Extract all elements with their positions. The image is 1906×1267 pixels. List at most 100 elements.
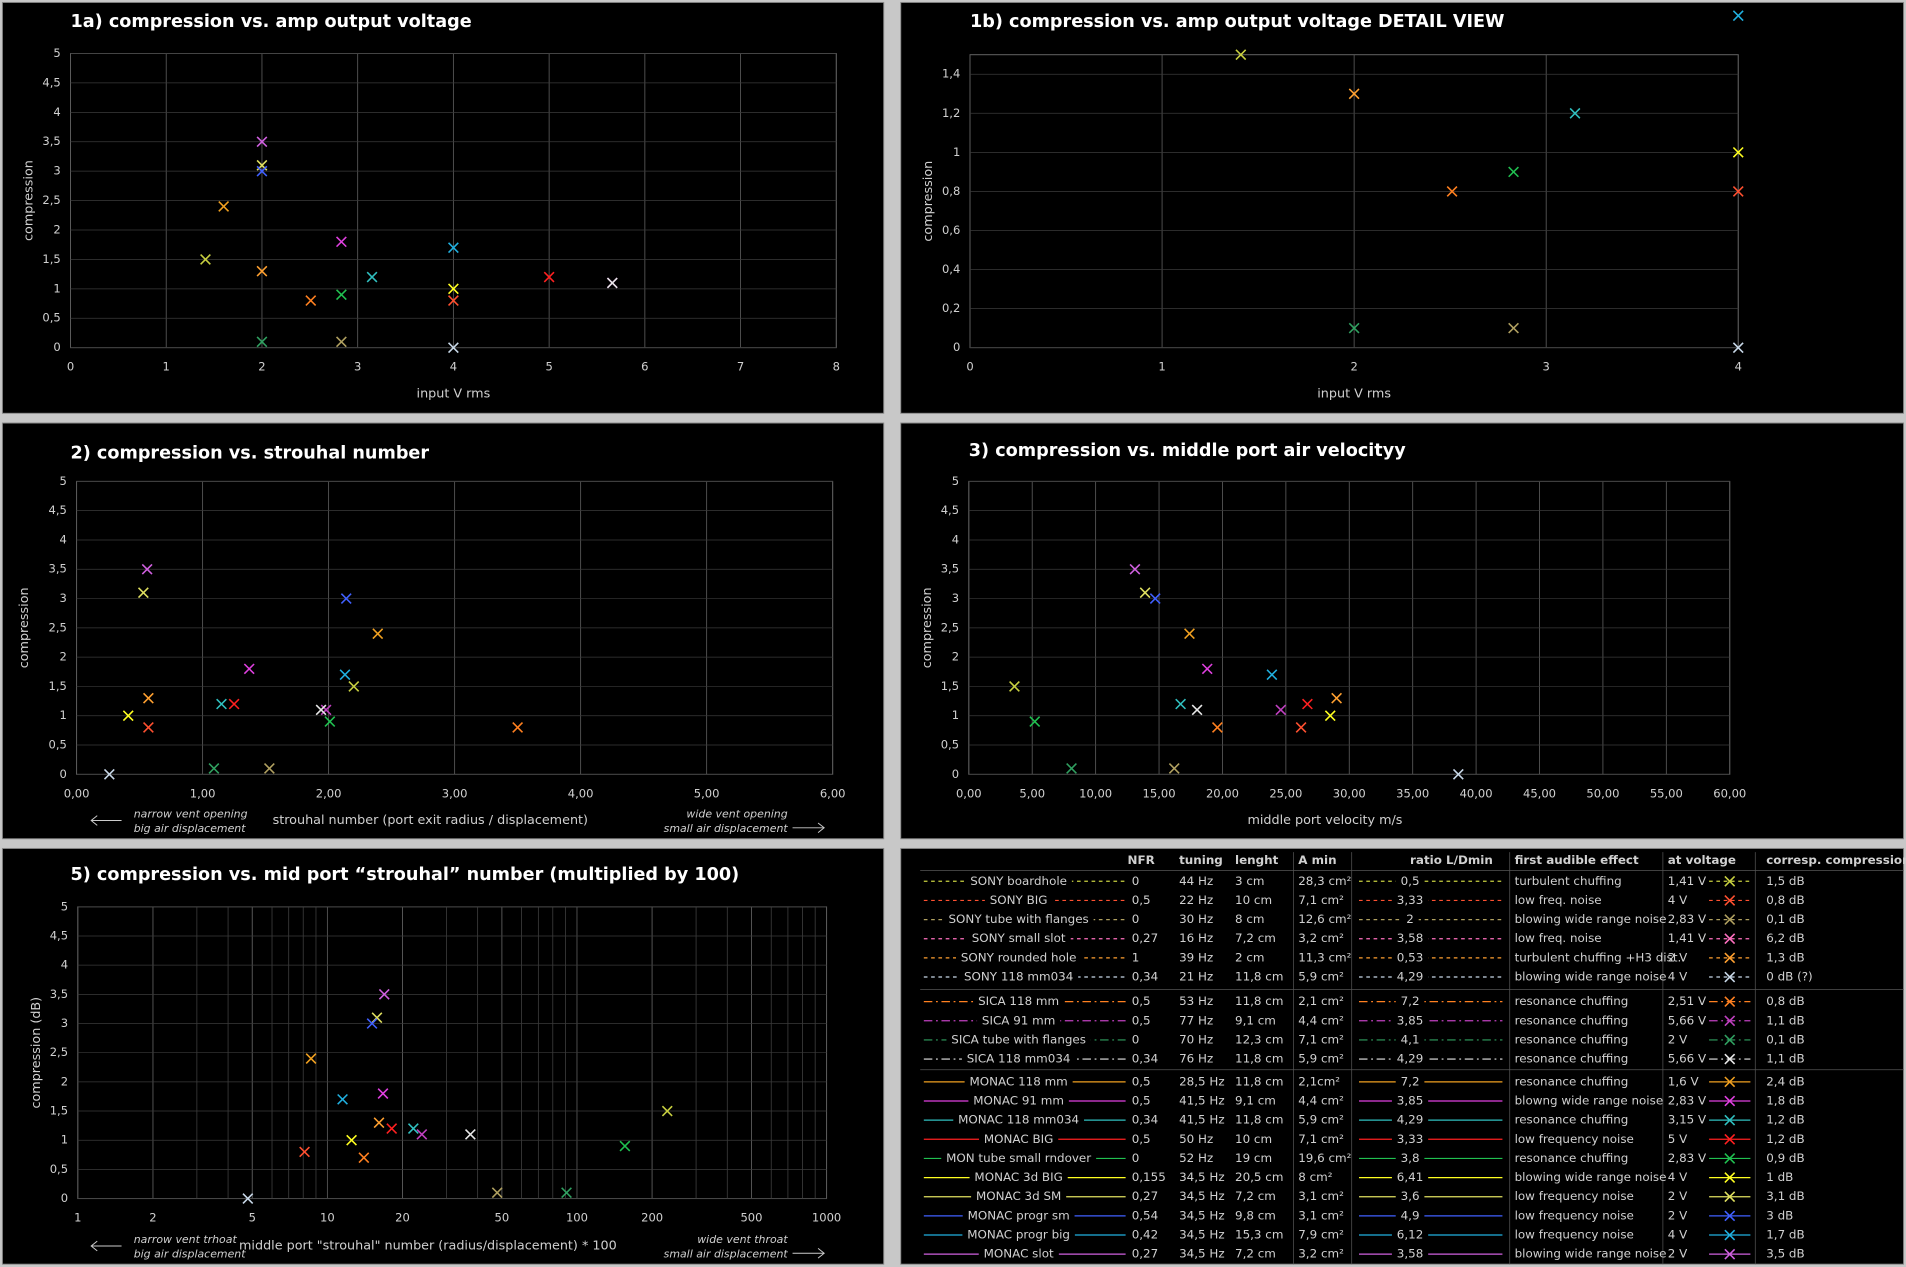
label-backdrop <box>966 931 1071 946</box>
table-header: corresp. compression <box>1766 853 1906 867</box>
table-cell: 3,1 dB <box>1766 1189 1804 1203</box>
table-cell: 1 dB <box>1766 1170 1793 1184</box>
y-tick-label: 4,5 <box>50 928 68 942</box>
point <box>103 768 115 780</box>
table-cell: 0,27 <box>1132 1247 1159 1261</box>
label-backdrop <box>1395 1150 1425 1165</box>
x-tick-label: 30,00 <box>1333 786 1366 800</box>
x-tick-label: 3,00 <box>442 786 468 800</box>
label-backdrop <box>1391 1051 1429 1066</box>
label-backdrop <box>959 969 1079 984</box>
note: small air displacement <box>664 822 789 835</box>
y-tick-label: 4,5 <box>49 503 67 517</box>
table-cell: 77 Hz <box>1179 1013 1213 1027</box>
y-tick-label: 3 <box>61 1016 68 1030</box>
x-tick-label: 5 <box>545 360 552 374</box>
table-cell: SICA tube with flanges <box>951 1032 1086 1046</box>
table-cell: 10 cm <box>1235 893 1272 907</box>
table-cell: resonance chuffing <box>1515 1113 1629 1127</box>
table-cell: 3,2 cm² <box>1298 1247 1344 1261</box>
label-backdrop <box>1391 1112 1429 1127</box>
point <box>1275 704 1287 716</box>
table-cell: 50 Hz <box>1179 1132 1213 1146</box>
table-cell: 1,2 dB <box>1766 1113 1804 1127</box>
label-backdrop <box>984 892 1053 907</box>
table-cell: blowng wide range noise <box>1515 1094 1664 1108</box>
table-cell: 2 V <box>1668 1208 1688 1222</box>
table-cell: 30 Hz <box>1179 912 1213 926</box>
x-tick-label: 60,00 <box>1713 786 1746 800</box>
table-cell: 12,6 cm² <box>1298 912 1351 926</box>
table-cell: 0,8 dB <box>1766 994 1804 1008</box>
point <box>1452 768 1464 780</box>
point <box>339 669 351 681</box>
x-tick-label: 55,00 <box>1650 786 1683 800</box>
panel <box>1 847 885 1265</box>
table-cell: 19,6 cm² <box>1298 1151 1351 1165</box>
y-tick-label: 2,5 <box>941 620 959 634</box>
table-cell: 53 Hz <box>1179 994 1213 1008</box>
point <box>1509 0 1519 1</box>
x-tick-label: 6 <box>641 360 648 374</box>
table-cell: SONY 118 mm034 <box>964 970 1073 984</box>
y-tick-label: 1,5 <box>50 1104 68 1118</box>
label-backdrop <box>1391 892 1429 907</box>
table-cell: turbulent chuffing +H3 dist. <box>1515 950 1682 964</box>
x-axis-label: input V rms <box>1317 386 1391 401</box>
table-cell: 34,5 Hz <box>1179 1208 1225 1222</box>
chart: 2) compression vs. strouhal number 0,00 1,… <box>17 443 846 835</box>
table-cell: 0,1 dB <box>1766 912 1804 926</box>
table-cell: resonance chuffing <box>1515 1151 1629 1165</box>
marker-sample <box>1724 1172 1736 1184</box>
table-cell: 5,9 cm² <box>1298 970 1344 984</box>
marker-sample <box>1724 914 1736 926</box>
y-tick-label: 4 <box>61 958 68 972</box>
point <box>1732 186 1744 197</box>
label-backdrop <box>946 1032 1091 1047</box>
point <box>208 763 220 774</box>
table-cell: SONY rounded hole <box>961 950 1077 964</box>
table-cell: 4,29 <box>1397 1113 1424 1127</box>
y-tick-label: 1,5 <box>42 252 60 266</box>
table-cell: 3,33 <box>1397 893 1424 907</box>
table-cell: 4,9 <box>1401 1208 1420 1222</box>
x-tick-label: 4 <box>1735 360 1742 374</box>
point <box>299 1146 310 1158</box>
table-cell: 0,53 <box>1397 950 1424 964</box>
point <box>305 1053 317 1064</box>
table-cell: low freq. noise <box>1515 931 1602 945</box>
table-cell: 0,9 dB <box>1766 1151 1804 1165</box>
y-tick-label: 2 <box>60 650 67 664</box>
table-cell: 1,5 dB <box>1766 874 1804 888</box>
note-arrowhead <box>90 815 98 826</box>
marker-sample <box>1724 1133 1736 1145</box>
table-cell: 0,5 <box>1132 994 1151 1008</box>
note: big air displacement <box>134 822 247 835</box>
y-tick-label: 3 <box>53 164 60 178</box>
x-tick-label: 50,00 <box>1586 786 1619 800</box>
marker-sample <box>1724 1210 1736 1222</box>
x-tick-label: 100 <box>566 1211 588 1225</box>
table-cell: 3,1 cm² <box>1298 1208 1344 1222</box>
point <box>242 1193 254 1204</box>
label-backdrop <box>971 1189 1067 1204</box>
table-cell: 34,5 Hz <box>1179 1170 1225 1184</box>
note: narrow vent trhoat <box>134 1233 238 1246</box>
marker-sample <box>1724 1114 1736 1126</box>
y-axis-label: compression <box>921 161 936 242</box>
x-tick-label: 0,00 <box>956 786 982 800</box>
table-cell: MONAC 118 mm034 <box>958 1113 1079 1127</box>
y-tick-label: 0,8 <box>942 184 960 198</box>
point <box>1508 322 1519 334</box>
table-cell: 2,1cm² <box>1298 1074 1340 1088</box>
table-cell: MONAC progr sm <box>968 1208 1070 1222</box>
point <box>340 593 352 604</box>
marker-sample <box>1724 875 1736 887</box>
label-backdrop <box>1395 1074 1425 1089</box>
point <box>1029 716 1041 728</box>
label-backdrop <box>1391 931 1429 946</box>
point <box>216 698 227 710</box>
label-backdrop <box>1395 1032 1425 1047</box>
y-tick-label: 0 <box>61 1191 68 1205</box>
table-cell: 41,5 Hz <box>1179 1113 1225 1127</box>
